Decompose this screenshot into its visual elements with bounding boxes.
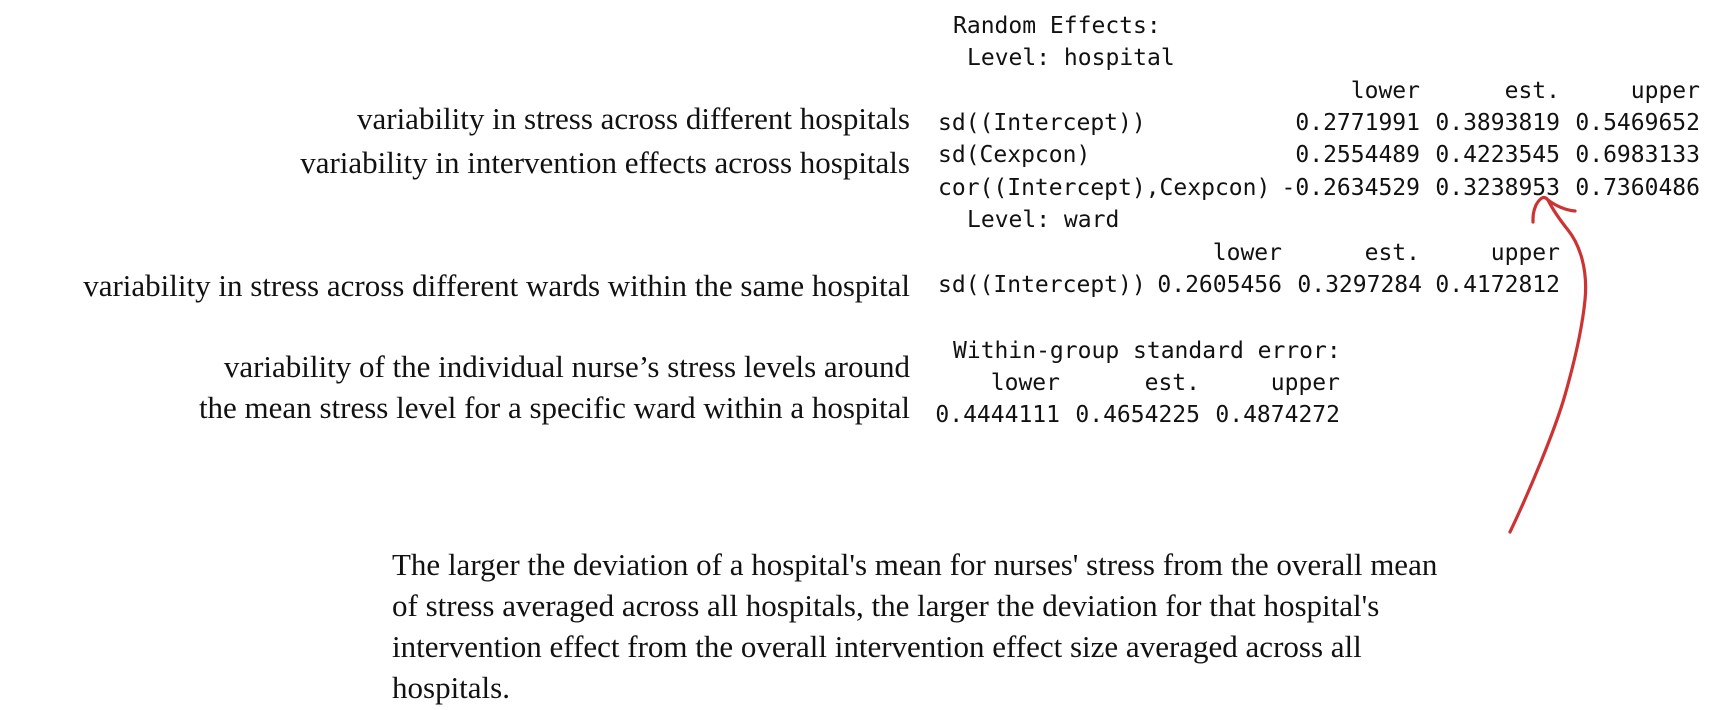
annotation-hospital-intercept: variability in stress across different h… xyxy=(356,101,910,136)
hospital-row-est: 0.3238953 xyxy=(1435,175,1560,201)
ward-row-term: sd((Intercept)) xyxy=(938,272,1146,298)
bottom-note-line: intervention effect from the overall int… xyxy=(392,629,1362,664)
hospital-header-lower: lower xyxy=(1350,78,1420,104)
within-value-upper: 0.4874272 xyxy=(1215,402,1340,428)
ward-header-lower: lower xyxy=(1212,240,1282,266)
hospital-row-upper: 0.7360486 xyxy=(1575,175,1700,201)
hospital-row-upper: 0.6983133 xyxy=(1575,142,1700,168)
ward-header-est: est. xyxy=(1364,240,1420,266)
within-header-est: est. xyxy=(1144,370,1200,396)
hospital-header-upper: upper xyxy=(1630,78,1700,104)
hospital-level-label: Level: hospital xyxy=(967,45,1175,71)
ward-row-est: 0.3297284 xyxy=(1297,272,1422,298)
within-value-est: 0.4654225 xyxy=(1075,402,1200,428)
within-group-heading: Within-group standard error: xyxy=(953,338,1341,364)
hospital-row-term: sd(Cexpcon) xyxy=(938,142,1091,168)
bottom-note-line: of stress averaged across all hospitals,… xyxy=(392,588,1380,623)
ward-row-lower: 0.2605456 xyxy=(1157,272,1282,298)
hospital-row-lower: -0.2634529 xyxy=(1281,175,1420,201)
bottom-note-line: hospitals. xyxy=(392,670,510,705)
annotation-hospital-slope: variability in intervention effects acro… xyxy=(300,145,910,180)
annotation-residual-line1: variability of the individual nurse’s st… xyxy=(223,349,910,384)
hospital-row-lower: 0.2554489 xyxy=(1295,142,1420,168)
ward-row-upper: 0.4172812 xyxy=(1435,272,1560,298)
within-value-lower: 0.4444111 xyxy=(935,402,1060,428)
hospital-row-term: sd((Intercept)) xyxy=(938,110,1146,136)
within-header-lower: lower xyxy=(990,370,1060,396)
hospital-row-upper: 0.5469652 xyxy=(1575,110,1700,136)
hospital-row-term: cor((Intercept),Cexpcon) xyxy=(938,175,1271,201)
annotation-residual-line2: the mean stress level for a specific war… xyxy=(198,390,910,425)
within-header-upper: upper xyxy=(1270,370,1340,396)
hospital-header-est: est. xyxy=(1504,78,1560,104)
random-effects-heading: Random Effects: xyxy=(953,13,1161,39)
hospital-row-lower: 0.2771991 xyxy=(1295,110,1420,136)
ward-header-upper: upper xyxy=(1490,240,1560,266)
bottom-note-line: The larger the deviation of a hospital's… xyxy=(392,547,1438,582)
hospital-row-est: 0.4223545 xyxy=(1435,142,1560,168)
bottom-note: The larger the deviation of a hospital's… xyxy=(392,544,1592,708)
ward-level-label: Level: ward xyxy=(967,207,1120,233)
annotation-ward-intercept: variability in stress across different w… xyxy=(83,268,910,303)
hospital-row-est: 0.3893819 xyxy=(1435,110,1560,136)
